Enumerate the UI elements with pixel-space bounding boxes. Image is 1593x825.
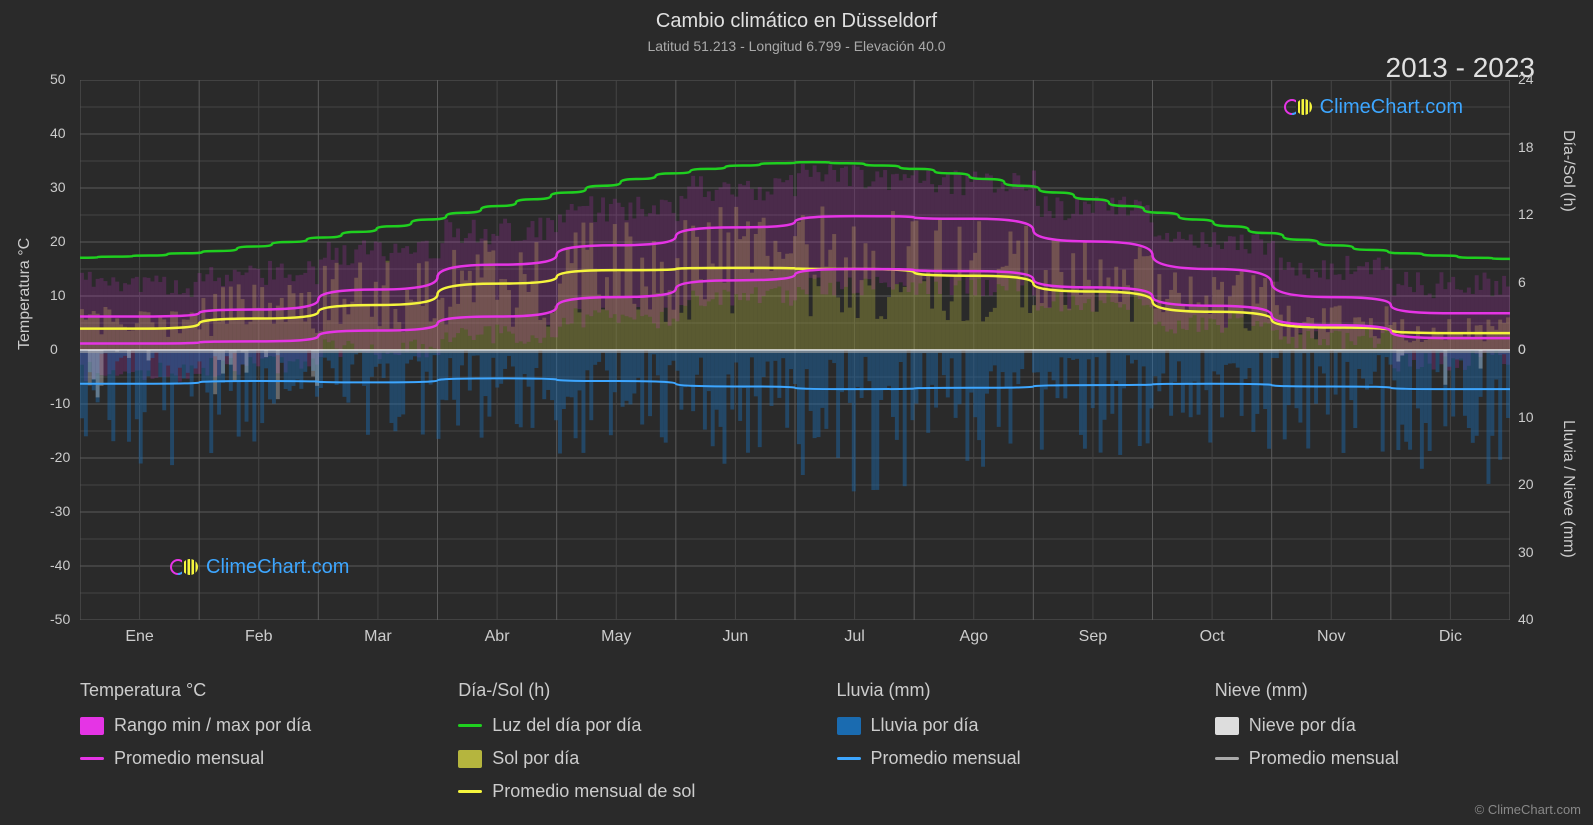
watermark-text: ClimeChart.com [1320,96,1463,119]
legend-label: Lluvia por día [871,715,979,736]
tick-label: 40 [1518,611,1534,627]
watermark-bottom: ClimeChart.com [170,555,349,579]
legend-item: Promedio mensual de sol [458,781,776,802]
legend-label: Promedio mensual [1249,748,1399,769]
legend-swatch [837,757,861,760]
month-label: Nov [1311,628,1351,646]
watermark-top: ClimeChart.com [1284,95,1463,119]
legend-swatch [1215,757,1239,760]
legend-group: Temperatura °C Rango min / max por día Pro… [80,680,398,814]
legend-item: Promedio mensual [1215,748,1533,769]
watermark-icon [170,555,200,579]
tick-label: 18 [1518,139,1534,155]
tick-label: 0 [50,341,58,357]
legend-item: Luz del día por día [458,715,776,736]
legend-swatch [458,724,482,727]
legend-title: Temperatura °C [80,680,398,701]
tick-label: 20 [1518,476,1534,492]
month-label: Mar [358,628,398,646]
legend-title: Lluvia (mm) [837,680,1155,701]
legend-swatch [458,790,482,793]
legend-label: Sol por día [492,748,579,769]
month-label: Sep [1073,628,1113,646]
watermark-text: ClimeChart.com [206,556,349,579]
tick-label: 30 [50,179,66,195]
legend-item: Rango min / max por día [80,715,398,736]
legend-swatch [80,757,104,760]
legend-label: Luz del día por día [492,715,641,736]
tick-label: 20 [50,233,66,249]
legend-label: Nieve por día [1249,715,1356,736]
y-right-axis-label-sun: Día-/Sol (h) [1559,130,1577,212]
legend-item: Promedio mensual [80,748,398,769]
tick-label: 0 [1518,341,1526,357]
legend-swatch [80,717,104,735]
month-label: Jul [835,628,875,646]
legend-swatch [837,717,861,735]
legend-group: Nieve (mm) Nieve por día Promedio mensual [1215,680,1533,814]
tick-label: 24 [1518,71,1534,87]
legend-label: Rango min / max por día [114,715,311,736]
y-left-axis-label: Temperatura °C [16,238,34,350]
month-label: May [596,628,636,646]
month-label: Feb [239,628,279,646]
tick-label: -20 [50,449,70,465]
tick-label: -50 [50,611,70,627]
legend-item: Promedio mensual [837,748,1155,769]
legend-swatch [458,750,482,768]
month-label: Ene [120,628,160,646]
tick-label: -40 [50,557,70,573]
chart-title: Cambio climático en Düsseldorf [0,10,1593,33]
copyright: © ClimeChart.com [1475,802,1581,817]
legend-group: Lluvia (mm) Lluvia por día Promedio mensua… [837,680,1155,814]
tick-label: 10 [1518,409,1534,425]
tick-label: 40 [50,125,66,141]
chart-plot-area [80,80,1510,620]
tick-label: -10 [50,395,70,411]
legend-item: Sol por día [458,748,776,769]
climate-chart-container: Cambio climático en Düsseldorf Latitud 5… [0,0,1593,825]
month-label: Oct [1192,628,1232,646]
month-label: Abr [477,628,517,646]
tick-label: 50 [50,71,66,87]
watermark-icon [1284,95,1314,119]
month-label: Dic [1430,628,1470,646]
legend-title: Nieve (mm) [1215,680,1533,701]
tick-label: 6 [1518,274,1526,290]
legend-label: Promedio mensual [114,748,264,769]
legend-item: Lluvia por día [837,715,1155,736]
legend-group: Día-/Sol (h) Luz del día por día Sol por d… [458,680,776,814]
legend-swatch [1215,717,1239,735]
legend-title: Día-/Sol (h) [458,680,776,701]
month-label: Ago [954,628,994,646]
tick-label: 30 [1518,544,1534,560]
legend-item: Nieve por día [1215,715,1533,736]
chart-subtitle: Latitud 51.213 - Longitud 6.799 - Elevac… [0,38,1593,54]
legend-label: Promedio mensual de sol [492,781,695,802]
chart-legend: Temperatura °C Rango min / max por día Pro… [80,680,1533,814]
y-right-axis-label-rain: Lluvia / Nieve (mm) [1559,420,1577,558]
tick-label: 10 [50,287,66,303]
month-label: Jun [715,628,755,646]
legend-label: Promedio mensual [871,748,1021,769]
tick-label: 12 [1518,206,1534,222]
tick-label: -30 [50,503,70,519]
